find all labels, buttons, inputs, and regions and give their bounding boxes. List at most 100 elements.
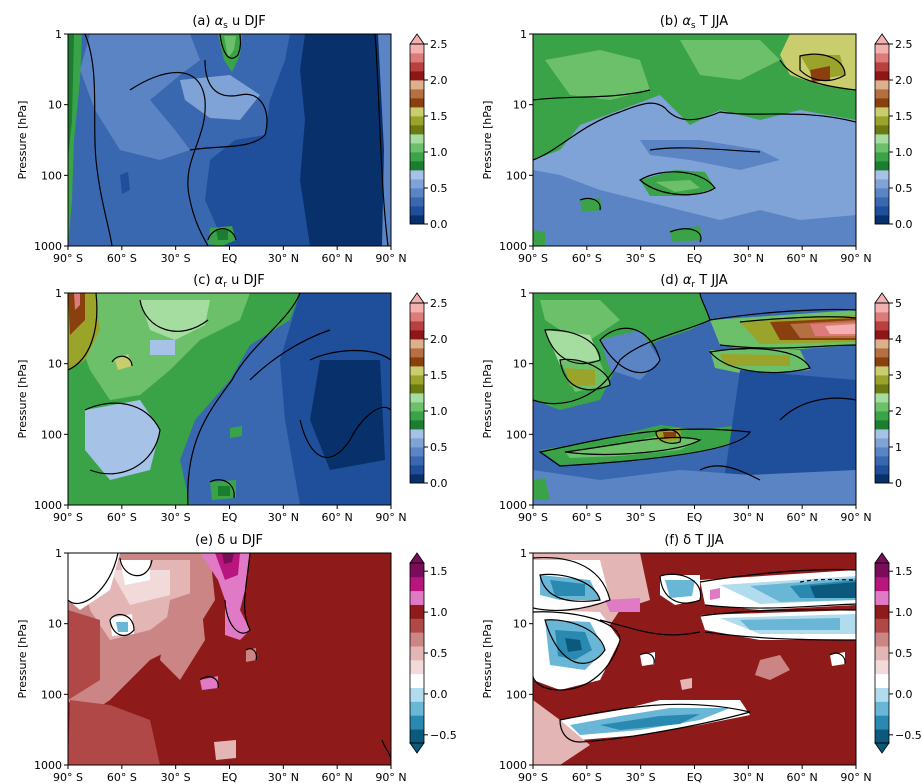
x-tick-label: 90° N — [840, 252, 871, 265]
colorbar-segment — [410, 53, 424, 63]
colorbar-segment — [410, 339, 424, 349]
colorbar-segment — [875, 701, 889, 716]
colorbar-segment — [875, 384, 889, 394]
panel-f-contours — [533, 557, 856, 743]
colorbar-segment — [875, 411, 889, 421]
colorbar-segment — [410, 179, 424, 189]
x-tick-label: 30° N — [268, 511, 299, 524]
colorbar-segment — [875, 438, 889, 448]
colorbar-tick-label: 0.0 — [430, 218, 448, 231]
colorbar-segment — [410, 438, 424, 448]
y-tick-label: 1000 — [499, 499, 527, 512]
y-axis-label: Pressure [hPa] — [16, 101, 29, 180]
colorbar-segment — [875, 357, 889, 367]
colorbar-extend-max — [874, 292, 890, 304]
colorbar-tick-label: 1 — [895, 441, 902, 454]
colorbar-segment — [875, 206, 889, 216]
colorbar-segment — [875, 618, 889, 633]
colorbar-segment — [875, 420, 889, 430]
colorbar-segment — [410, 330, 424, 340]
colorbar-segment — [410, 576, 424, 592]
panel-c-colorbar: 0.0 0.5 1.0 1.5 2.0 2.5 — [409, 292, 448, 490]
colorbar-segment — [410, 604, 424, 619]
colorbar-segment — [875, 152, 889, 162]
colorbar-segment — [410, 366, 424, 376]
colorbar-segment — [410, 618, 424, 633]
colorbar-tick-label: 0.0 — [430, 688, 448, 701]
y-tick-label: 1000 — [34, 759, 62, 772]
colorbar-tick-label: 3 — [895, 369, 902, 382]
colorbar-segment — [875, 393, 889, 403]
x-tick-label: 60° S — [572, 511, 602, 524]
panel-f-colorbar: −0.5 0.0 0.5 1.0 1.5 — [874, 552, 922, 754]
colorbar-segment — [410, 357, 424, 367]
colorbar-segment — [875, 161, 889, 171]
y-tick-label: 1 — [55, 547, 62, 560]
panel-d-axes: 90° S 60° S 30° S EQ 30° N 60° N 90° N 1 10 100 10… — [481, 287, 872, 524]
y-axis-label: Pressure [hPa] — [16, 360, 29, 439]
colorbar-segment — [410, 98, 424, 108]
x-tick-label: 30° N — [733, 252, 764, 265]
colorbar-extend-min — [874, 742, 890, 754]
colorbar-segment — [410, 447, 424, 457]
colorbar-segment — [875, 632, 889, 647]
colorbar-segment — [875, 646, 889, 661]
x-tick-label: 90° S — [518, 252, 548, 265]
y-tick-label: 10 — [513, 358, 527, 371]
colorbar-segment — [875, 89, 889, 99]
colorbar-tick-label: 2.0 — [895, 74, 913, 87]
panel-f: (f) δ T JJA — [481, 533, 922, 783]
colorbar-segment — [410, 206, 424, 216]
colorbar-segment — [410, 116, 424, 126]
panel-d-field — [533, 293, 856, 505]
y-tick-label: 1 — [520, 28, 527, 41]
x-tick-label: 30° S — [161, 252, 191, 265]
colorbar-segment — [875, 375, 889, 385]
panel-c-axes: 90° S 60° S 30° S EQ 30° N 60° N 90° N 1 10 100 10… — [16, 287, 407, 524]
panel-b: (b) αs T JJA 90° — [481, 14, 913, 265]
colorbar-segment — [410, 474, 424, 484]
panel-d: (d) αr T JJA — [481, 273, 902, 524]
colorbar-tick-label: 0.5 — [430, 647, 448, 660]
colorbar-segment — [875, 348, 889, 358]
x-tick-label: 60° N — [787, 771, 818, 783]
colorbar-tick-label: 0 — [895, 477, 902, 490]
colorbar-segment — [410, 729, 424, 744]
panel-a-field — [68, 34, 391, 246]
colorbar-segment — [875, 456, 889, 466]
panel-b-title: (b) αs T JJA — [660, 14, 728, 31]
colorbar-segment — [875, 330, 889, 340]
colorbar-segment — [410, 188, 424, 198]
y-axis-label: Pressure [hPa] — [481, 360, 494, 439]
colorbar-tick-label: 2 — [895, 405, 902, 418]
panel-e-contours — [68, 553, 391, 761]
colorbar-segment — [875, 402, 889, 412]
colorbar-segment — [410, 152, 424, 162]
y-axis-label: Pressure [hPa] — [481, 620, 494, 699]
x-tick-label: 90° S — [53, 771, 83, 783]
colorbar-segment — [410, 161, 424, 171]
x-tick-label: EQ — [687, 771, 703, 783]
x-tick-label: 60° S — [107, 252, 137, 265]
colorbar-segment — [875, 98, 889, 108]
colorbar-segment — [410, 375, 424, 385]
colorbar-tick-label: 0.5 — [430, 182, 448, 195]
colorbar-tick-label: 1.0 — [895, 146, 913, 159]
colorbar-extend-max — [874, 33, 890, 45]
colorbar-segment — [410, 393, 424, 403]
panel-c: (c) αr u DJF — [16, 273, 448, 524]
colorbar-segment — [410, 715, 424, 730]
colorbar-segment — [410, 420, 424, 430]
x-tick-label: 30° N — [733, 771, 764, 783]
colorbar-segment — [875, 215, 889, 225]
colorbar-segment — [875, 715, 889, 730]
y-tick-label: 1 — [520, 547, 527, 560]
colorbar-segment — [410, 107, 424, 117]
colorbar-tick-label: 1.5 — [430, 369, 448, 382]
x-tick-label: 90° N — [840, 771, 871, 783]
x-tick-label: 90° N — [375, 252, 406, 265]
x-tick-label: 90° N — [375, 771, 406, 783]
x-tick-label: 60° S — [572, 252, 602, 265]
colorbar-segment — [410, 197, 424, 207]
